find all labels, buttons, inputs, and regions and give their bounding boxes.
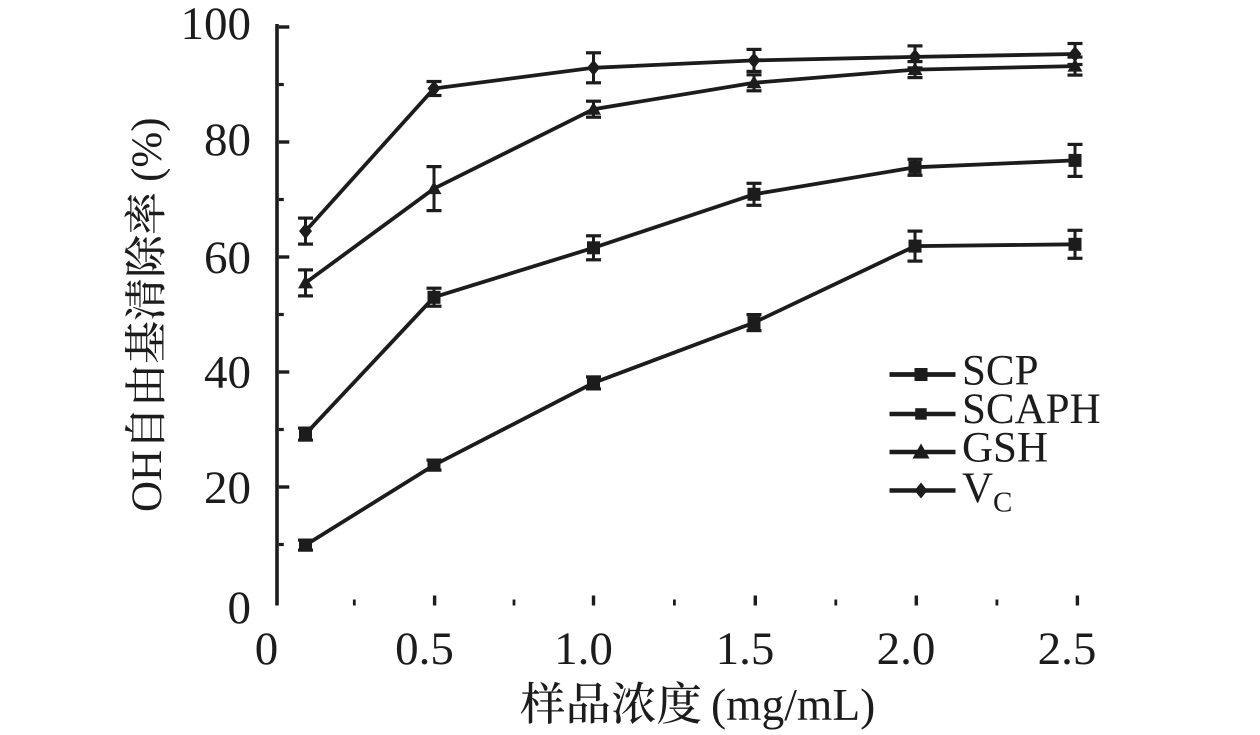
svg-text:SCP: SCP <box>962 348 1039 395</box>
svg-text:C: C <box>993 487 1012 519</box>
svg-text:0.5: 0.5 <box>395 623 454 675</box>
svg-text:100: 100 <box>181 0 252 50</box>
svg-text:2.5: 2.5 <box>1038 623 1097 675</box>
svg-text:20: 20 <box>204 462 251 514</box>
svg-text:1.0: 1.0 <box>554 623 613 675</box>
svg-text:2.0: 2.0 <box>877 623 936 675</box>
svg-text:OH: OH <box>124 450 171 512</box>
svg-text:(%): (%) <box>124 117 171 181</box>
svg-text:0: 0 <box>228 582 252 634</box>
svg-text:40: 40 <box>204 347 251 399</box>
svg-text:V: V <box>962 465 993 512</box>
svg-text:GSH: GSH <box>962 425 1048 472</box>
svg-text:80: 80 <box>204 114 251 166</box>
svg-text:1.5: 1.5 <box>716 623 775 675</box>
svg-text:60: 60 <box>204 232 251 284</box>
svg-text:(mg/mL): (mg/mL) <box>711 679 875 730</box>
svg-text:0: 0 <box>255 623 279 675</box>
svg-text:SCAPH: SCAPH <box>962 386 1101 433</box>
